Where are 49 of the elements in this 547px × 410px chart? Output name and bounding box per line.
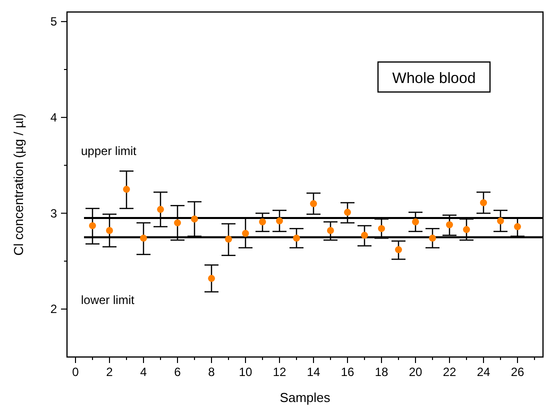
y-axis-title: Cl concentration (µg / µl) [11,113,26,256]
x-tick-label: 20 [408,365,422,379]
point [310,200,317,208]
x-tick-label: 12 [272,365,286,379]
point [123,186,130,193]
x-tick-label: 24 [476,365,490,379]
x-tick-label: 4 [140,365,148,379]
y-tick-label: 2 [50,302,58,316]
point [225,236,232,243]
point [463,226,470,234]
x-tick-label: 14 [306,365,320,379]
point [446,221,453,228]
point [429,234,436,242]
x-tick-label: 6 [174,365,182,379]
point [514,223,521,230]
point [191,216,198,222]
point [259,218,266,226]
x-tick-label: 10 [238,365,252,379]
annotation: upper limit [81,144,138,158]
point [480,199,487,206]
x-tick-label: 18 [374,365,388,379]
point [208,274,215,282]
x-tick-label: 2 [106,365,114,379]
x-tick-label: 16 [340,365,354,379]
point [106,227,113,234]
point [276,217,283,224]
point [293,234,300,242]
point [412,218,419,226]
point [344,208,351,216]
point [497,217,504,224]
point [140,234,147,242]
x-tick-label: 0 [72,365,80,379]
annotation: Whole blood [392,70,476,87]
point [157,206,164,213]
point [242,230,249,237]
point [327,227,334,234]
y-tick-label: 4 [50,110,58,124]
point [174,219,181,226]
y-tick-label: 5 [50,14,58,29]
point [378,225,385,232]
x-tick-label: 26 [510,365,524,379]
x-tick-label: 8 [208,365,216,379]
point [395,246,402,254]
point [89,222,96,230]
annotation: lower limit [81,293,136,307]
x-axis-title: Samples [280,390,331,405]
point [361,232,368,239]
y-tick-label: 3 [50,206,58,220]
x-tick-label: 22 [442,365,456,379]
